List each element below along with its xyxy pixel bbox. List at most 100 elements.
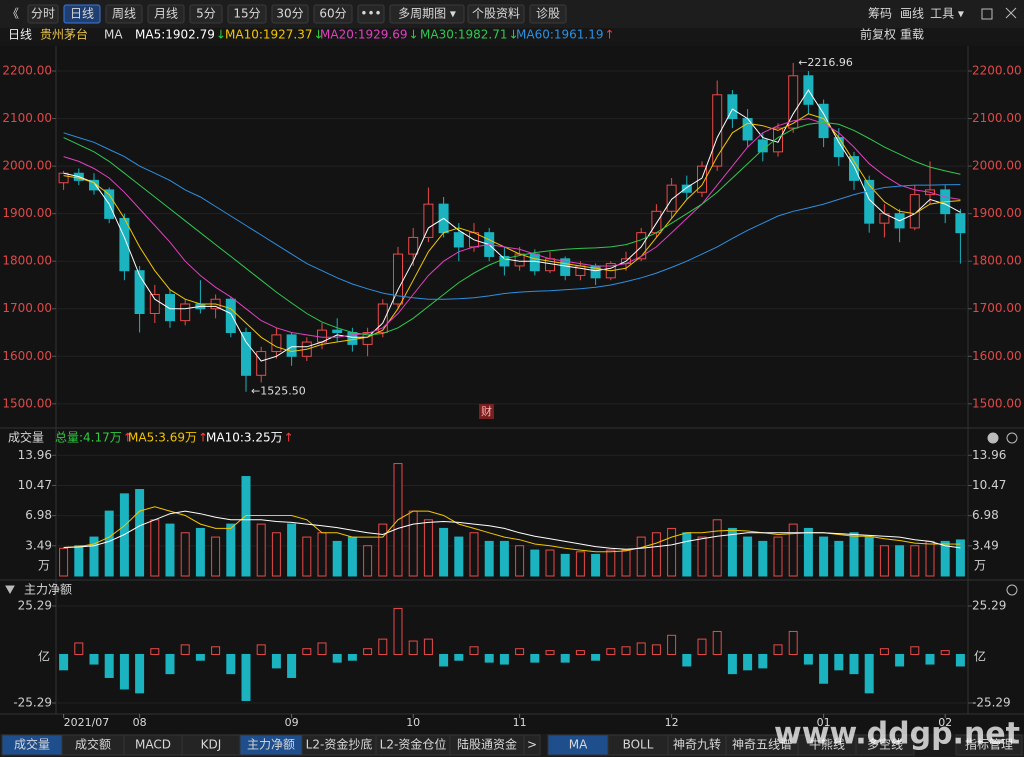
- tab[interactable]: [855, 734, 915, 756]
- toolbar-label[interactable]: 月线: [154, 7, 178, 21]
- toolbar-button[interactable]: [27, 4, 59, 24]
- toolbar-label[interactable]: 诊股: [536, 7, 560, 21]
- toolbar-button[interactable]: [467, 4, 525, 24]
- bar: [363, 648, 373, 655]
- toolbar-label[interactable]: 《: [7, 7, 19, 21]
- bar: [469, 532, 479, 577]
- toolbar-button[interactable]: [105, 4, 143, 24]
- toolbar-button[interactable]: [147, 4, 185, 24]
- toolbar-label[interactable]: 30分: [276, 7, 303, 21]
- bar: [211, 536, 221, 577]
- candle-body: [712, 94, 723, 167]
- bar: [636, 642, 646, 655]
- bar: [697, 638, 707, 655]
- toolbar-label[interactable]: 工具 ▾: [930, 7, 964, 21]
- bar: [180, 644, 190, 655]
- tab-label[interactable]: 陆股通资金: [457, 737, 517, 752]
- tab-label[interactable]: MACD: [135, 738, 171, 752]
- ma-line: [63, 132, 961, 300]
- event-marker[interactable]: [479, 404, 494, 419]
- candle-body: [408, 236, 419, 255]
- bar: [560, 553, 570, 577]
- candle-body: [453, 232, 464, 248]
- bar: [591, 553, 601, 577]
- bar: [241, 653, 251, 701]
- candle-body: [377, 303, 388, 334]
- tab-label[interactable]: KDJ: [201, 738, 222, 752]
- tab-label[interactable]: 成交量: [14, 737, 50, 752]
- window-icons: [5, 7, 1018, 596]
- tab-label[interactable]: 主力净额: [247, 738, 295, 752]
- toolbar-label[interactable]: 画线: [900, 7, 924, 21]
- bar: [423, 638, 433, 655]
- tab-label[interactable]: >: [527, 738, 537, 752]
- event-marker-label[interactable]: 财: [481, 404, 492, 418]
- toolbar-label[interactable]: 周线: [112, 7, 136, 21]
- tab-label[interactable]: 多空线: [867, 738, 903, 752]
- bar: [621, 549, 631, 577]
- candle-body: [58, 172, 69, 184]
- toolbar-button[interactable]: [389, 4, 465, 24]
- toolbar-button[interactable]: [313, 4, 353, 24]
- tab[interactable]: [955, 734, 1023, 756]
- toolbar-label[interactable]: 60分: [319, 7, 346, 21]
- tab-label[interactable]: L2-资金仓位: [380, 737, 447, 752]
- close-icon[interactable]: [987, 432, 999, 444]
- bar: [575, 551, 585, 577]
- y-tick-label: 1700.00: [2, 301, 52, 315]
- toolbar-label[interactable]: 筹码: [868, 7, 892, 21]
- toolbar-button[interactable]: [189, 4, 223, 24]
- bar: [454, 653, 464, 661]
- candle-body: [529, 253, 540, 272]
- bar: [317, 532, 327, 577]
- tab-label[interactable]: BOLL: [623, 738, 654, 752]
- bar: [940, 650, 950, 655]
- bar: [317, 642, 327, 655]
- bar: [271, 653, 281, 669]
- toolbar-label[interactable]: 5分: [196, 7, 216, 21]
- candle-body: [241, 332, 251, 376]
- bar: [165, 653, 175, 675]
- candle-body: [89, 179, 99, 191]
- tab-label[interactable]: L2-资金抄底: [306, 737, 373, 752]
- tab[interactable]: [523, 734, 541, 756]
- bar: [150, 519, 160, 577]
- toolbar-label[interactable]: 15分: [233, 7, 260, 21]
- toolbar-label[interactable]: 个股资料: [472, 7, 520, 21]
- y-tick-label: 2000.00: [2, 159, 52, 173]
- extreme-label: ←1525.50: [251, 385, 306, 398]
- tab-label[interactable]: 神奇九转: [673, 737, 721, 752]
- tab-label[interactable]: 指标管理: [965, 737, 1013, 752]
- collapse-icon[interactable]: [5, 585, 15, 595]
- bar: [59, 653, 69, 671]
- toolbar-label[interactable]: 多周期图 ▾: [398, 7, 456, 21]
- tab-label[interactable]: MA: [569, 738, 588, 752]
- bar: [378, 523, 388, 577]
- toolbar-button[interactable]: [271, 4, 309, 24]
- toolbar-button[interactable]: [357, 4, 385, 24]
- watermark: www.ddgp.net: [774, 717, 1020, 752]
- bar: [119, 653, 129, 690]
- tab-label[interactable]: 成交额: [75, 737, 111, 752]
- toolbar-label[interactable]: •••: [360, 7, 381, 21]
- toolbar-button[interactable]: [227, 4, 267, 24]
- legend-entry: MA5:3.69万: [128, 431, 197, 445]
- toolbar-button[interactable]: [63, 4, 101, 24]
- y-tick-label: 25.29: [972, 598, 1006, 612]
- bar: [727, 653, 737, 675]
- x-tick-label: 2021/07: [64, 716, 110, 729]
- settings-icon[interactable]: [1006, 432, 1018, 444]
- reload[interactable]: 重载: [900, 28, 924, 42]
- tab-label[interactable]: 神奇五线谱: [732, 738, 792, 752]
- toolbar-label[interactable]: 日线: [70, 7, 94, 21]
- settings-icon[interactable]: [1006, 584, 1018, 596]
- candle-body: [636, 232, 647, 260]
- x-tick-label: 08: [133, 716, 147, 729]
- legend-arrow: ↑: [198, 431, 208, 445]
- toolbar-label[interactable]: 分时: [31, 7, 55, 21]
- toolbar-button[interactable]: [529, 4, 567, 24]
- tab-label[interactable]: 牛熊线: [809, 737, 845, 752]
- adjust[interactable]: 前复权: [860, 27, 896, 42]
- candle-body: [697, 165, 707, 193]
